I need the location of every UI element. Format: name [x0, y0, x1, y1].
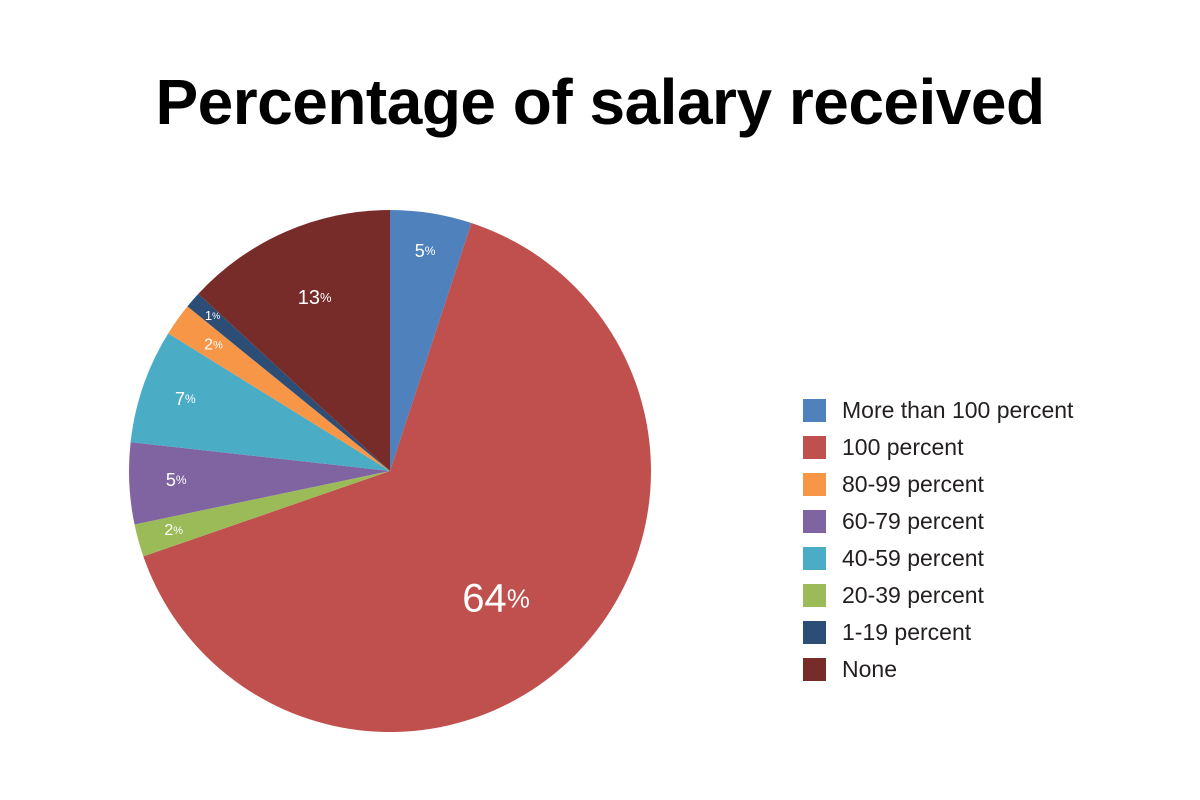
slice-value-percent-sign: %	[212, 312, 220, 322]
pie-slice-80-99-percent	[168, 306, 390, 471]
pie-slice-none	[198, 210, 390, 471]
pie-slice-1-19-percent	[187, 293, 390, 471]
legend-item: 60-79 percent	[803, 503, 1073, 540]
slice-value-number: 1	[205, 309, 212, 324]
slice-value-label: 5%	[415, 241, 436, 261]
pie-slice-100-percent	[143, 223, 651, 732]
legend-item: More than 100 percent	[803, 392, 1073, 429]
slice-value-label: 1%	[205, 309, 220, 324]
pie-slice-40-59-percent	[130, 333, 391, 471]
slice-value-number: 64	[462, 576, 507, 620]
legend-swatch	[803, 621, 826, 644]
slice-value-number: 13	[298, 287, 320, 309]
legend-swatch	[803, 547, 826, 570]
slice-value-label: 7%	[175, 389, 196, 409]
chart-title: Percentage of salary received	[155, 66, 1045, 138]
pie-slice-labels: 5%64%2%5%7%2%1%13%	[164, 241, 529, 620]
legend-swatch	[803, 399, 826, 422]
pie-slices	[129, 210, 651, 732]
legend-swatch	[803, 473, 826, 496]
legend-label: 80-99 percent	[842, 471, 984, 497]
slice-value-label: 2%	[164, 522, 183, 539]
slice-value-percent-sign: %	[507, 583, 530, 613]
slice-value-label: 5%	[166, 470, 187, 490]
legend-label: 100 percent	[842, 434, 964, 460]
legend-item: 1-19 percent	[803, 614, 1073, 651]
slice-value-label: 13%	[298, 287, 332, 309]
legend-item: 80-99 percent	[803, 466, 1073, 503]
legend-label: 40-59 percent	[842, 545, 984, 571]
slice-value-number: 5	[166, 470, 176, 490]
legend-label: More than 100 percent	[842, 397, 1074, 423]
slice-value-percent-sign: %	[425, 244, 436, 258]
pie-slice-20-39-percent	[134, 471, 390, 557]
legend-item: 20-39 percent	[803, 577, 1073, 614]
pie-slice-more-than-100-percent	[390, 210, 472, 471]
pie-slice-60-79-percent	[129, 442, 390, 525]
slice-value-percent-sign: %	[185, 392, 196, 406]
legend-label: 60-79 percent	[842, 508, 984, 534]
slice-value-number: 2	[204, 337, 213, 354]
legend-swatch	[803, 510, 826, 533]
slice-value-percent-sign: %	[320, 290, 332, 305]
legend-item: 40-59 percent	[803, 540, 1073, 577]
slice-value-number: 2	[164, 522, 173, 539]
slice-value-label: 64%	[462, 576, 530, 620]
legend-swatch	[803, 658, 826, 681]
legend-swatch	[803, 436, 826, 459]
legend-swatch	[803, 584, 826, 607]
legend-label: 20-39 percent	[842, 582, 984, 608]
legend-item: 100 percent	[803, 429, 1073, 466]
legend-item: None	[803, 651, 1073, 688]
legend-label: None	[842, 656, 897, 682]
slice-value-number: 7	[175, 389, 185, 409]
slice-value-percent-sign: %	[213, 339, 223, 351]
slice-value-label: 2%	[204, 337, 223, 354]
slice-value-number: 5	[415, 241, 425, 261]
legend-label: 1-19 percent	[842, 619, 972, 645]
slice-value-percent-sign: %	[176, 473, 187, 487]
slice-value-percent-sign: %	[173, 525, 183, 537]
chart-legend: More than 100 percent 100 percent 80-99 pe…	[803, 392, 1073, 688]
